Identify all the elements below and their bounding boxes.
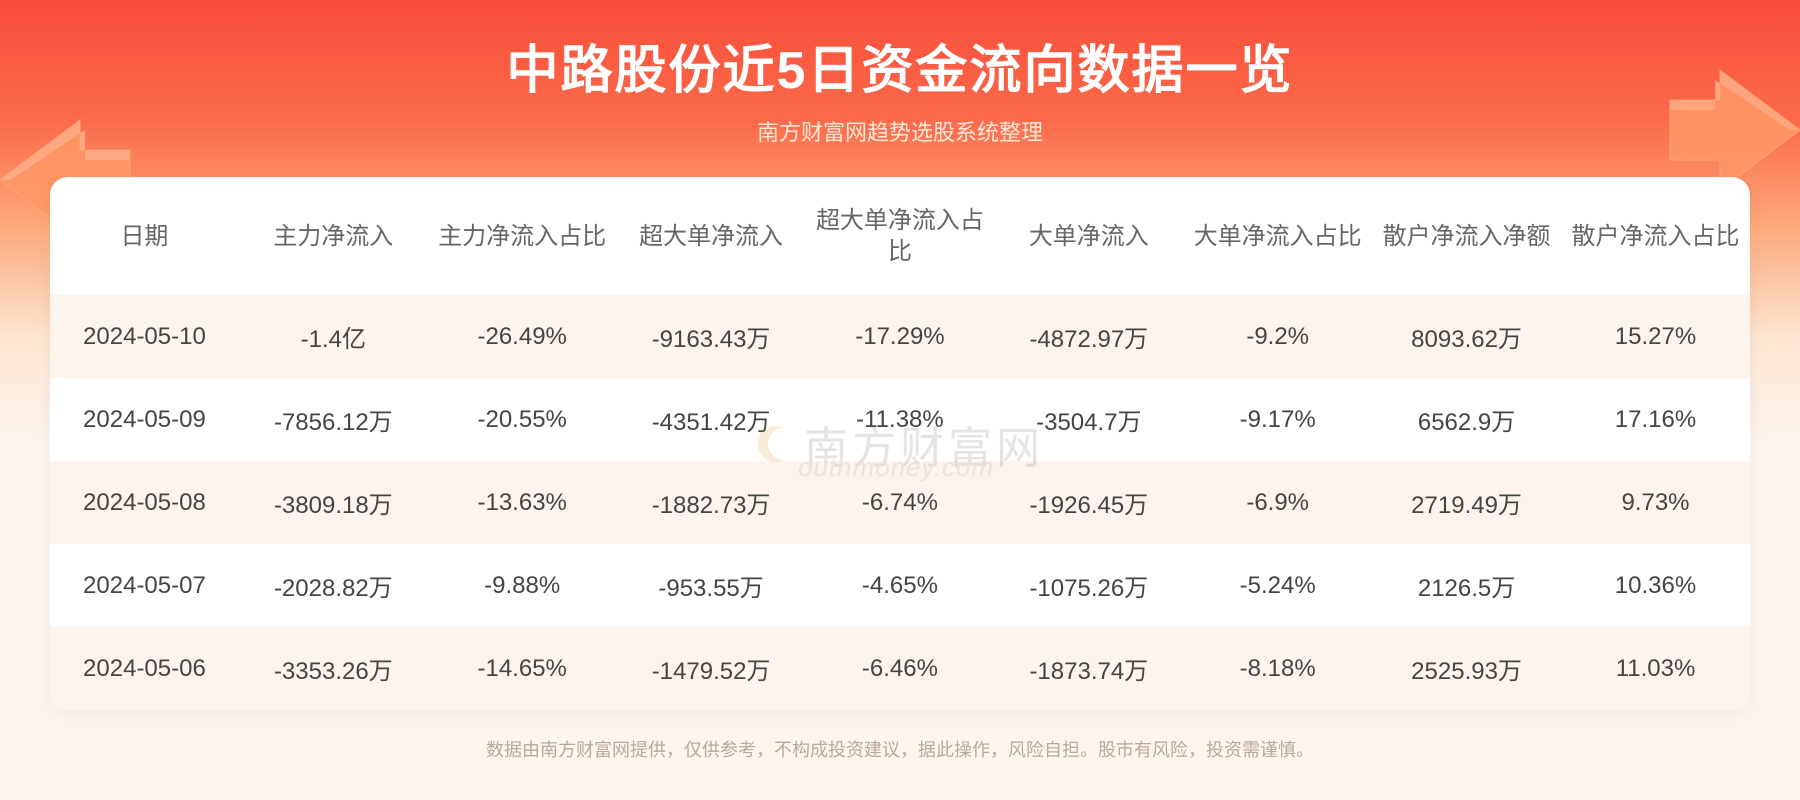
cell-value: -1873.74万 [994, 627, 1183, 710]
table-row: 2024-05-09 -7856.12万 -20.55% -4351.42万 -… [50, 378, 1750, 461]
cell-value: -1479.52万 [617, 627, 806, 710]
table-row: 2024-05-10 -1.4亿 -26.49% -9163.43万 -17.2… [50, 295, 1750, 378]
cell-value: -4351.42万 [617, 378, 806, 461]
cell-value: 8093.62万 [1372, 295, 1561, 378]
cell-value: 6562.9万 [1372, 378, 1561, 461]
cell-value: 9.73% [1561, 461, 1750, 544]
cell-value: -6.9% [1183, 461, 1372, 544]
table-body: 2024-05-10 -1.4亿 -26.49% -9163.43万 -17.2… [50, 295, 1750, 710]
cell-value: 11.03% [1561, 627, 1750, 710]
page-container: 中路股份近5日资金流向数据一览 南方财富网趋势选股系统整理 日期 主力净流入 主… [0, 0, 1800, 800]
cell-value: 15.27% [1561, 295, 1750, 378]
cell-value: 2525.93万 [1372, 627, 1561, 710]
cell-value: 17.16% [1561, 378, 1750, 461]
page-subtitle: 南方财富网趋势选股系统整理 [0, 115, 1800, 147]
cell-value: -9.17% [1183, 378, 1372, 461]
cell-date: 2024-05-06 [50, 627, 239, 710]
cell-value: -9.88% [428, 544, 617, 627]
cell-value: -9163.43万 [617, 295, 806, 378]
cell-value: -8.18% [1183, 627, 1372, 710]
col-retail-inflow-pct: 散户净流入占比 [1561, 177, 1750, 295]
cell-date: 2024-05-09 [50, 378, 239, 461]
cell-date: 2024-05-07 [50, 544, 239, 627]
cell-value: 10.36% [1561, 544, 1750, 627]
cell-value: -14.65% [428, 627, 617, 710]
cell-value: -3809.18万 [239, 461, 428, 544]
col-main-inflow: 主力净流入 [239, 177, 428, 295]
page-title: 中路股份近5日资金流向数据一览 [0, 28, 1800, 103]
capital-flow-table: 日期 主力净流入 主力净流入占比 超大单净流入 超大单净流入占比 大单净流入 大… [50, 177, 1750, 710]
table-row: 2024-05-06 -3353.26万 -14.65% -1479.52万 -… [50, 627, 1750, 710]
cell-value: -20.55% [428, 378, 617, 461]
cell-value: -4872.97万 [994, 295, 1183, 378]
cell-value: -953.55万 [617, 544, 806, 627]
cell-value: -2028.82万 [239, 544, 428, 627]
cell-value: -13.63% [428, 461, 617, 544]
cell-value: -1882.73万 [617, 461, 806, 544]
cell-value: -1075.26万 [994, 544, 1183, 627]
table-row: 2024-05-07 -2028.82万 -9.88% -953.55万 -4.… [50, 544, 1750, 627]
cell-value: -3504.7万 [994, 378, 1183, 461]
cell-value: -17.29% [806, 295, 995, 378]
cell-date: 2024-05-08 [50, 461, 239, 544]
data-table-wrap: 日期 主力净流入 主力净流入占比 超大单净流入 超大单净流入占比 大单净流入 大… [50, 177, 1750, 710]
cell-value: 2126.5万 [1372, 544, 1561, 627]
cell-value: 2719.49万 [1372, 461, 1561, 544]
cell-value: -6.74% [806, 461, 995, 544]
cell-value: -11.38% [806, 378, 995, 461]
cell-date: 2024-05-10 [50, 295, 239, 378]
col-main-inflow-pct: 主力净流入占比 [428, 177, 617, 295]
col-large-inflow: 大单净流入 [994, 177, 1183, 295]
col-date: 日期 [50, 177, 239, 295]
col-large-inflow-pct: 大单净流入占比 [1183, 177, 1372, 295]
cell-value: -9.2% [1183, 295, 1372, 378]
cell-value: -1926.45万 [994, 461, 1183, 544]
footer-disclaimer: 数据由南方财富网提供，仅供参考，不构成投资建议，据此操作，风险自担。股市有风险，… [0, 736, 1800, 762]
cell-value: -6.46% [806, 627, 995, 710]
table-row: 2024-05-08 -3809.18万 -13.63% -1882.73万 -… [50, 461, 1750, 544]
cell-value: -7856.12万 [239, 378, 428, 461]
cell-value: -4.65% [806, 544, 995, 627]
col-retail-inflow: 散户净流入净额 [1372, 177, 1561, 295]
cell-value: -1.4亿 [239, 295, 428, 378]
table-header-row: 日期 主力净流入 主力净流入占比 超大单净流入 超大单净流入占比 大单净流入 大… [50, 177, 1750, 295]
cell-value: -3353.26万 [239, 627, 428, 710]
cell-value: -5.24% [1183, 544, 1372, 627]
header: 中路股份近5日资金流向数据一览 南方财富网趋势选股系统整理 [0, 0, 1800, 147]
col-super-inflow: 超大单净流入 [617, 177, 806, 295]
col-super-inflow-pct: 超大单净流入占比 [806, 177, 995, 295]
cell-value: -26.49% [428, 295, 617, 378]
